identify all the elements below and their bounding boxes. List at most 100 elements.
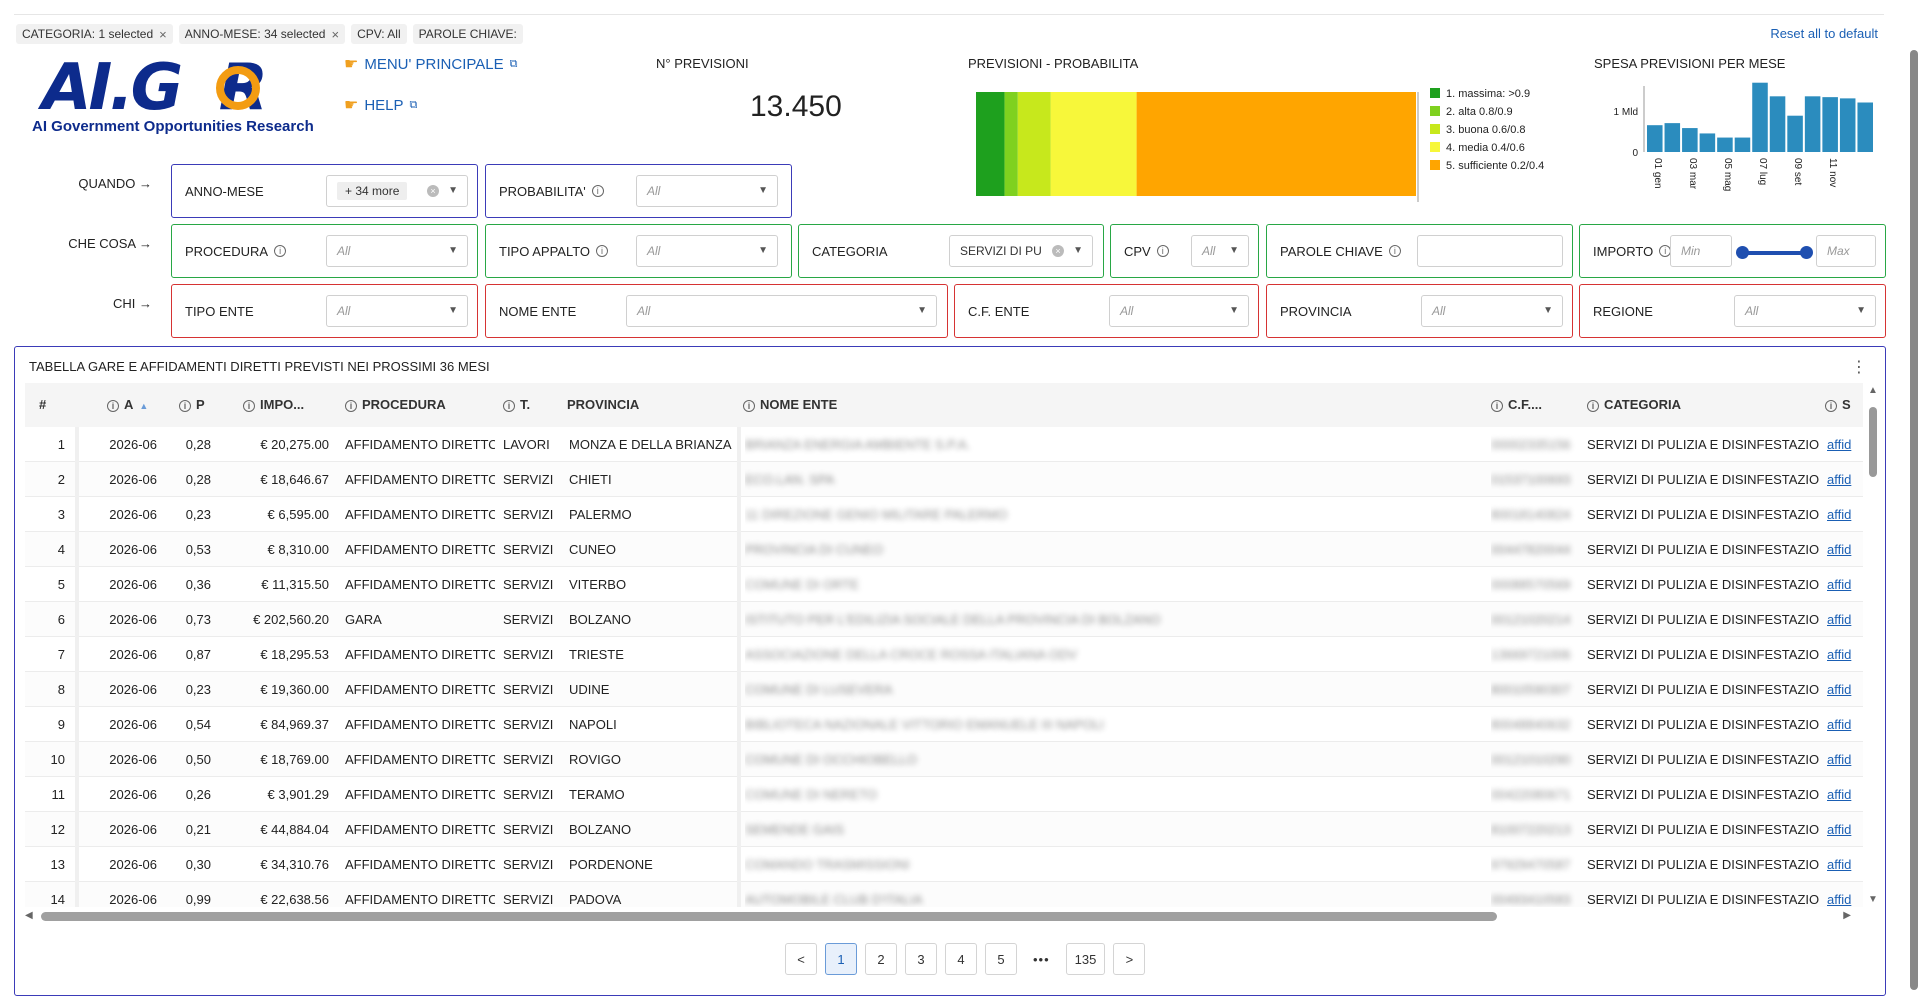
- col-header-importo[interactable]: i IMPO...: [243, 383, 304, 427]
- info-icon[interactable]: i: [274, 245, 287, 257]
- procedura-select[interactable]: All ▼: [326, 235, 468, 267]
- spend-bar[interactable]: [1682, 128, 1698, 152]
- scroll-up-icon[interactable]: ▲: [1868, 385, 1878, 396]
- spend-bar[interactable]: [1699, 133, 1716, 152]
- spend-bar[interactable]: [1804, 96, 1821, 152]
- spend-bar[interactable]: [1647, 125, 1663, 152]
- reset-all-link[interactable]: Reset all to default: [1770, 26, 1878, 41]
- cell-s-link[interactable]: affid: [1827, 612, 1852, 627]
- last-page-button[interactable]: 135: [1065, 943, 1106, 975]
- categoria-select[interactable]: SERVIZI DI PU × ▼: [949, 235, 1093, 267]
- nome-ente-select[interactable]: All ▼: [626, 295, 937, 327]
- spend-bar[interactable]: [1769, 96, 1786, 152]
- main-menu-link[interactable]: ☛ MENU' PRINCIPALE ⧉: [344, 54, 517, 74]
- cell-s-link[interactable]: affid: [1827, 682, 1852, 697]
- filter-chip[interactable]: CATEGORIA: 1 selected ×: [16, 24, 173, 44]
- table-row[interactable]: 5 2026-06 0,36 € 11,315.50 AFFIDAMENTO DIRET…: [25, 567, 1863, 602]
- table-row[interactable]: 12 2026-06 0,21 € 44,884.04 AFFIDAMENTO DIRE…: [25, 812, 1863, 847]
- col-header-cf[interactable]: i C.F....: [1491, 383, 1542, 427]
- prob-segment[interactable]: [1136, 92, 1416, 196]
- parole-chiave-input[interactable]: [1417, 235, 1563, 267]
- col-header-anno[interactable]: i A ▲: [107, 383, 148, 427]
- cell-s-link[interactable]: affid: [1827, 892, 1852, 907]
- info-icon[interactable]: i: [1388, 245, 1401, 257]
- info-icon[interactable]: i: [596, 245, 609, 257]
- close-icon[interactable]: ×: [159, 26, 167, 42]
- cell-s-link[interactable]: affid: [1827, 647, 1852, 662]
- prob-segment[interactable]: [1050, 92, 1137, 196]
- prob-segment[interactable]: [976, 92, 1005, 196]
- table-row[interactable]: 11 2026-06 0,26 € 3,901.29 AFFIDAMENTO DIRET…: [25, 777, 1863, 812]
- table-row[interactable]: 2 2026-06 0,28 € 18,646.67 AFFIDAMENTO DIRET…: [25, 462, 1863, 497]
- filter-chip[interactable]: PAROLE CHIAVE:: [412, 24, 523, 44]
- table-row[interactable]: 9 2026-06 0,54 € 84,969.37 AFFIDAMENTO DIRET…: [25, 707, 1863, 742]
- spend-bar[interactable]: [1822, 97, 1838, 152]
- spend-bar[interactable]: [1717, 137, 1733, 152]
- table-row[interactable]: 6 2026-06 0,73 € 202,560.20 GARA SERVIZI BOLZA…: [25, 602, 1863, 637]
- table-vertical-scrollbar[interactable]: ▲ ▼: [1867, 385, 1879, 905]
- scroll-left-icon[interactable]: ◀: [25, 910, 33, 921]
- info-icon[interactable]: i: [591, 185, 604, 197]
- table-vscroll-thumb[interactable]: [1869, 407, 1877, 477]
- prev-page-button[interactable]: <: [785, 943, 817, 975]
- probabilita-select[interactable]: All ▼: [636, 175, 778, 207]
- table-horizontal-scrollbar[interactable]: ◀ ▶: [25, 909, 1863, 923]
- page-button[interactable]: 5: [985, 943, 1017, 975]
- col-header-provincia[interactable]: PROVINCIA: [567, 397, 640, 412]
- kebab-menu-icon[interactable]: ⋮: [1851, 359, 1867, 376]
- cell-s-link[interactable]: affid: [1827, 437, 1852, 452]
- page-button[interactable]: 2: [865, 943, 897, 975]
- clear-icon[interactable]: ×: [427, 185, 439, 197]
- prob-segment[interactable]: [1004, 92, 1018, 196]
- table-row[interactable]: 10 2026-06 0,50 € 18,769.00 AFFIDAMENTO DIRE…: [25, 742, 1863, 777]
- page-button[interactable]: 4: [945, 943, 977, 975]
- next-page-button[interactable]: >: [1113, 943, 1146, 975]
- cell-s-link[interactable]: affid: [1827, 857, 1852, 872]
- page-vertical-scrollbar[interactable]: [1908, 40, 1920, 1000]
- cell-s-link[interactable]: affid: [1827, 752, 1852, 767]
- tipo-appalto-select[interactable]: All ▼: [636, 235, 778, 267]
- cell-s-link[interactable]: affid: [1827, 787, 1852, 802]
- table-row[interactable]: 3 2026-06 0,23 € 6,595.00 AFFIDAMENTO DIRETT…: [25, 497, 1863, 532]
- clear-icon[interactable]: ×: [1052, 245, 1064, 257]
- page-vscroll-thumb[interactable]: [1910, 50, 1918, 990]
- table-row[interactable]: 13 2026-06 0,30 € 34,310.76 AFFIDAMENTO DIRE…: [25, 847, 1863, 882]
- spend-bar[interactable]: [1734, 137, 1751, 152]
- spend-bar[interactable]: [1664, 123, 1681, 152]
- importo-max-input[interactable]: Max: [1816, 235, 1876, 267]
- cf-ente-select[interactable]: All ▼: [1109, 295, 1249, 327]
- importo-max-handle[interactable]: [1800, 246, 1813, 259]
- importo-min-input[interactable]: Min: [1670, 235, 1732, 267]
- provincia-select[interactable]: All ▼: [1421, 295, 1563, 327]
- page-button[interactable]: 1: [825, 943, 857, 975]
- table-row[interactable]: 4 2026-06 0,53 € 8,310.00 AFFIDAMENTO DIRETT…: [25, 532, 1863, 567]
- spend-bar[interactable]: [1787, 115, 1803, 152]
- spend-bar[interactable]: [1857, 102, 1873, 153]
- cell-s-link[interactable]: affid: [1827, 717, 1852, 732]
- prob-segment[interactable]: [1017, 92, 1051, 196]
- cell-s-link[interactable]: affid: [1827, 822, 1852, 837]
- importo-min-handle[interactable]: [1736, 246, 1749, 259]
- close-icon[interactable]: ×: [331, 26, 340, 42]
- col-header-nome-ente[interactable]: i NOME ENTE: [743, 383, 837, 427]
- cell-s-link[interactable]: affid: [1827, 577, 1852, 592]
- filter-chip[interactable]: ANNO-MESE: 34 selected ×: [178, 24, 346, 44]
- table-hscroll-thumb[interactable]: [41, 912, 1497, 921]
- scroll-right-icon[interactable]: ▶: [1843, 910, 1851, 921]
- filter-chip[interactable]: CPV: All: [351, 24, 407, 44]
- regione-select[interactable]: All ▼: [1734, 295, 1876, 327]
- tipo-ente-select[interactable]: All ▼: [326, 295, 468, 327]
- info-icon[interactable]: i: [1156, 245, 1169, 257]
- table-row[interactable]: 14 2026-06 0,99 € 22,638.56 AFFIDAMENTO DIRE…: [25, 882, 1863, 907]
- scroll-down-icon[interactable]: ▼: [1868, 894, 1878, 905]
- col-header-procedura[interactable]: i PROCEDURA: [345, 383, 446, 427]
- table-row[interactable]: 7 2026-06 0,87 € 18,295.53 AFFIDAMENTO DIRET…: [25, 637, 1863, 672]
- cpv-select[interactable]: All ▼: [1191, 235, 1249, 267]
- cell-s-link[interactable]: affid: [1827, 472, 1852, 487]
- spend-bar[interactable]: [1839, 98, 1856, 152]
- table-row[interactable]: 8 2026-06 0,23 € 19,360.00 AFFIDAMENTO DIRET…: [25, 672, 1863, 707]
- page-button[interactable]: 3: [905, 943, 937, 975]
- col-header-tipo[interactable]: i T.: [503, 383, 530, 427]
